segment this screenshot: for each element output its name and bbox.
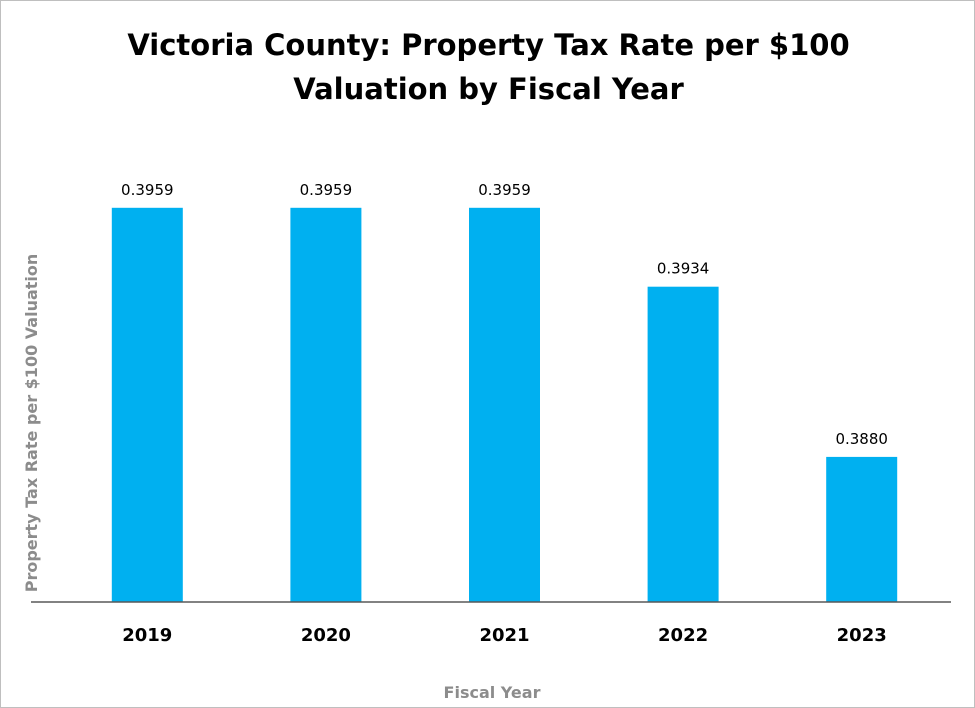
bar-2022 [647,286,719,602]
x-tick-label-2023: 2023 [837,625,887,646]
bar-2019 [111,207,183,603]
chart-title-line-1: Victoria County: Property Tax Rate per $… [127,28,850,62]
bar-2021 [469,207,540,603]
data-label-2019: 0.3959 [121,181,174,199]
y-axis-title: Property Tax Rate per $100 Valuation [22,254,41,593]
bar-2020 [290,207,362,603]
chart-title-line-2: Valuation by Fiscal Year [293,72,684,106]
x-axis-title: Fiscal Year [444,683,541,702]
data-label-group: 0.3959 0.3959 0.3959 0.3934 0.3880 [121,181,888,448]
data-label-2022: 0.3934 [657,260,710,278]
x-tick-label-2021: 2021 [479,625,529,646]
x-tick-label-2019: 2019 [122,625,172,646]
chart-title: Victoria County: Property Tax Rate per $… [1,23,974,111]
data-label-2020: 0.3959 [300,181,353,199]
data-label-2023: 0.3880 [835,430,888,448]
x-tick-label-2022: 2022 [658,625,708,646]
x-tick-label-2020: 2020 [301,625,351,646]
x-tick-label-group: 2019 2020 2021 2022 2023 [122,625,887,646]
data-label-2021: 0.3959 [478,181,531,199]
bar-2023 [826,456,898,602]
bar-group [111,207,898,603]
